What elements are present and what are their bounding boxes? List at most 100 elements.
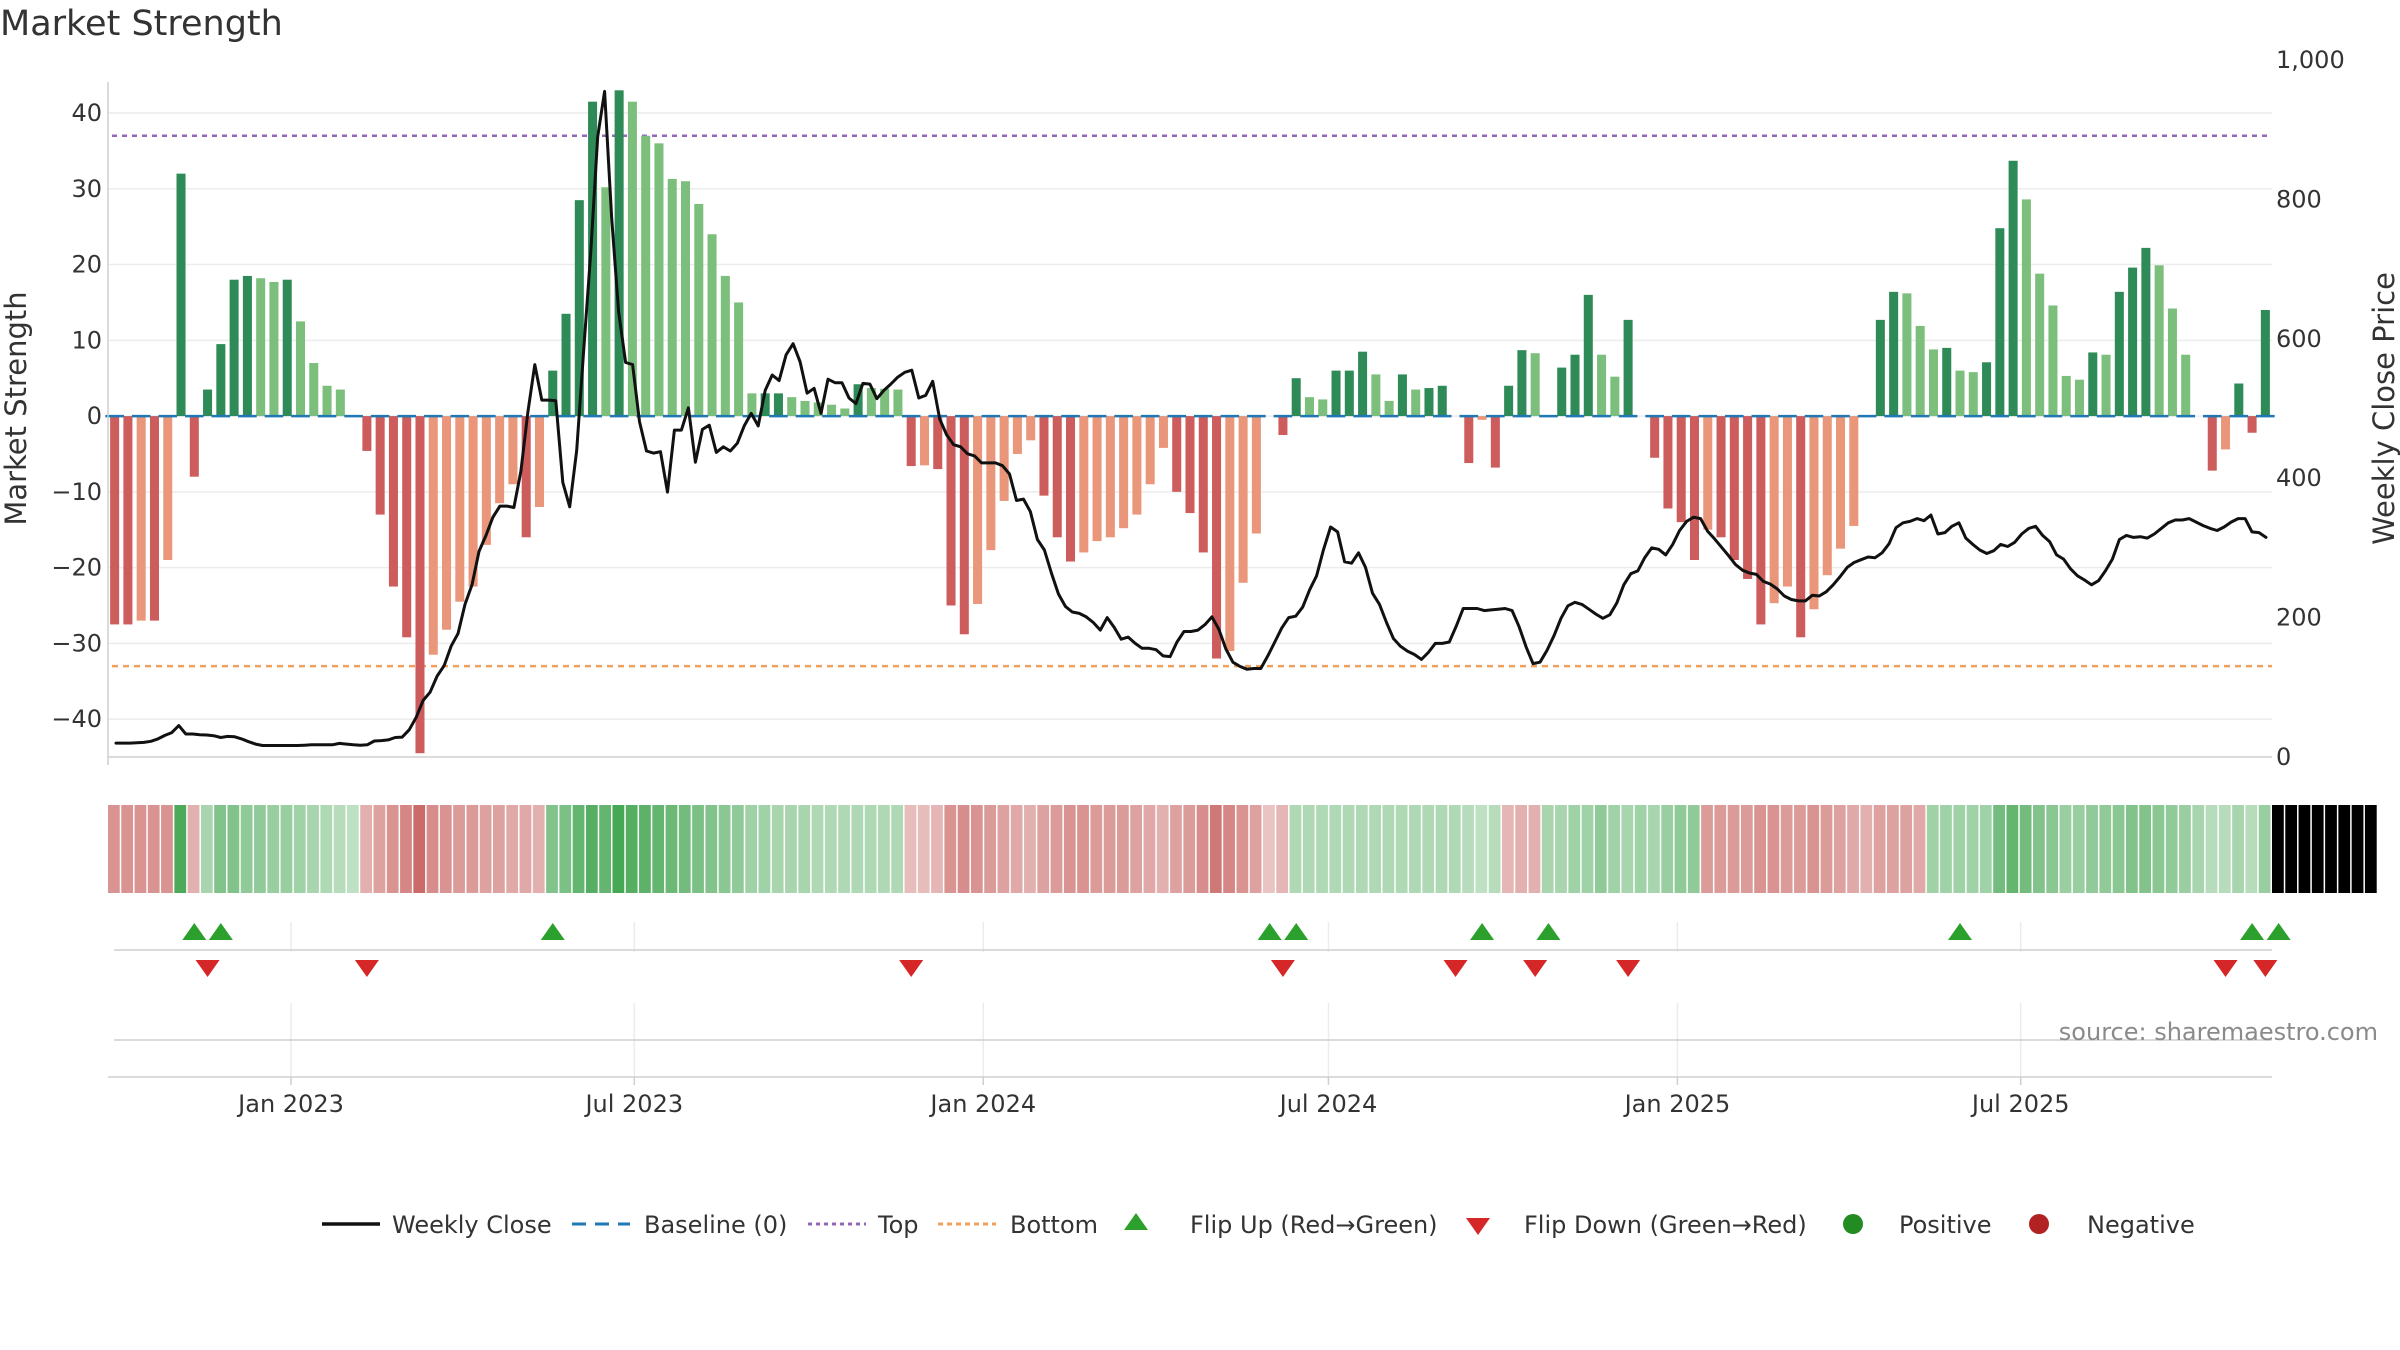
strength-bar	[322, 385, 332, 417]
regime-cell	[519, 805, 532, 893]
strength-bar	[1384, 400, 1394, 417]
axes: −40−30−20−1001020304002004006008001,000M…	[0, 46, 2400, 771]
regime-cell	[2125, 805, 2138, 893]
strength-bar	[2154, 265, 2164, 417]
legend-label: Positive	[1899, 1211, 1992, 1239]
regime-cell	[267, 805, 280, 893]
y-right-tick-label: 0	[2276, 743, 2291, 771]
regime-cell	[1608, 805, 1620, 893]
regime-cell	[2179, 805, 2191, 893]
strength-bar	[1822, 416, 1832, 576]
strength-bar	[362, 416, 372, 451]
strength-bar	[866, 388, 876, 417]
strength-bar	[2128, 267, 2138, 417]
regime-cell	[1767, 805, 1780, 893]
regime-cell	[931, 805, 943, 893]
regime-cell	[1886, 805, 1899, 893]
strength-bar	[242, 275, 252, 417]
legend-label: Top	[877, 1211, 919, 1239]
strength-bar	[1331, 370, 1341, 417]
regime-cell	[1913, 805, 1926, 893]
regime-cell	[1276, 805, 1289, 893]
regime-cell	[1488, 805, 1501, 893]
flip-up-marker	[208, 923, 233, 940]
strength-bar	[973, 416, 983, 604]
strength-bar	[1105, 416, 1115, 538]
strength-bar	[959, 416, 969, 635]
strength-bar	[1132, 416, 1142, 515]
strength-bar	[641, 135, 651, 417]
flip-down-marker	[1616, 960, 1641, 977]
regime-cell	[1780, 805, 1793, 893]
strength-bar	[707, 234, 717, 417]
strength-bar	[1172, 416, 1182, 492]
x-tick-label: Jul 2025	[1970, 1090, 2070, 1118]
regime-cell	[1701, 805, 1713, 893]
strength-bar	[1610, 376, 1620, 417]
strength-bar	[216, 344, 226, 417]
regime-cell	[811, 805, 824, 893]
strength-bar	[561, 313, 571, 417]
y-left-tick-label: 0	[87, 402, 102, 430]
strength-bar	[1012, 416, 1022, 454]
strength-bar	[2021, 199, 2031, 417]
regime-cell	[957, 805, 970, 893]
regime-cell	[1077, 805, 1089, 893]
regime-cell	[1993, 805, 2005, 893]
strength-bars	[110, 90, 2270, 754]
legend-label: Baseline (0)	[644, 1211, 787, 1239]
regime-cell	[1661, 805, 1674, 893]
strength-bar	[1371, 374, 1381, 417]
strength-bar	[388, 416, 398, 587]
regime-cell	[333, 805, 346, 893]
strength-bar	[2074, 379, 2085, 417]
flip-up-marker	[1284, 923, 1309, 940]
regime-cell	[1807, 805, 1820, 893]
flip-up-marker	[1470, 923, 1495, 940]
strength-bar	[1902, 293, 1912, 417]
flip-markers	[108, 923, 2291, 1078]
strength-bar	[1836, 416, 1846, 549]
regime-cell	[997, 805, 1010, 893]
strength-bar	[1716, 416, 1726, 538]
legend-item-flip-up: Flip Up (Red→Green)	[1124, 1211, 1438, 1239]
regime-cell	[1979, 805, 1992, 893]
regime-cell	[147, 805, 160, 893]
regime-cell	[1236, 805, 1249, 893]
strength-bar	[1689, 416, 1700, 561]
strength-bar	[1809, 416, 1819, 610]
strength-bar	[1995, 228, 2005, 417]
y-left-tick-label: −10	[51, 478, 102, 506]
x-tick-label: Jul 2024	[1278, 1090, 1378, 1118]
strength-bar	[906, 416, 916, 467]
strength-bar	[1703, 416, 1713, 530]
regime-cell	[506, 805, 519, 893]
strength-bar	[2234, 383, 2244, 417]
strength-bar	[1477, 416, 1487, 420]
regime-cell	[824, 805, 837, 893]
strength-bar	[1928, 349, 1938, 417]
strength-bar	[893, 389, 903, 417]
regime-cell	[1223, 805, 1235, 893]
legend-item-positive: Positive	[1843, 1211, 1992, 1239]
strength-bar	[627, 101, 637, 417]
regime-cell	[2033, 805, 2045, 893]
regime-cell	[1156, 805, 1169, 893]
flip-down-marker	[1523, 960, 1548, 977]
regime-cell	[320, 805, 333, 893]
strength-bar	[946, 416, 956, 606]
regime-cell	[1037, 805, 1050, 893]
regime-cell	[1621, 805, 1634, 893]
regime-cell	[2006, 805, 2019, 893]
regime-cell	[187, 805, 200, 893]
strength-bar	[1504, 385, 1514, 417]
regime-cell	[2338, 805, 2351, 893]
regime-cell	[1409, 805, 1421, 893]
regime-cell	[652, 805, 665, 893]
regime-cell	[771, 805, 784, 893]
strength-bar	[402, 416, 412, 638]
regime-cell	[878, 805, 890, 893]
regime-cell	[1130, 805, 1143, 893]
strength-bar	[588, 101, 598, 417]
